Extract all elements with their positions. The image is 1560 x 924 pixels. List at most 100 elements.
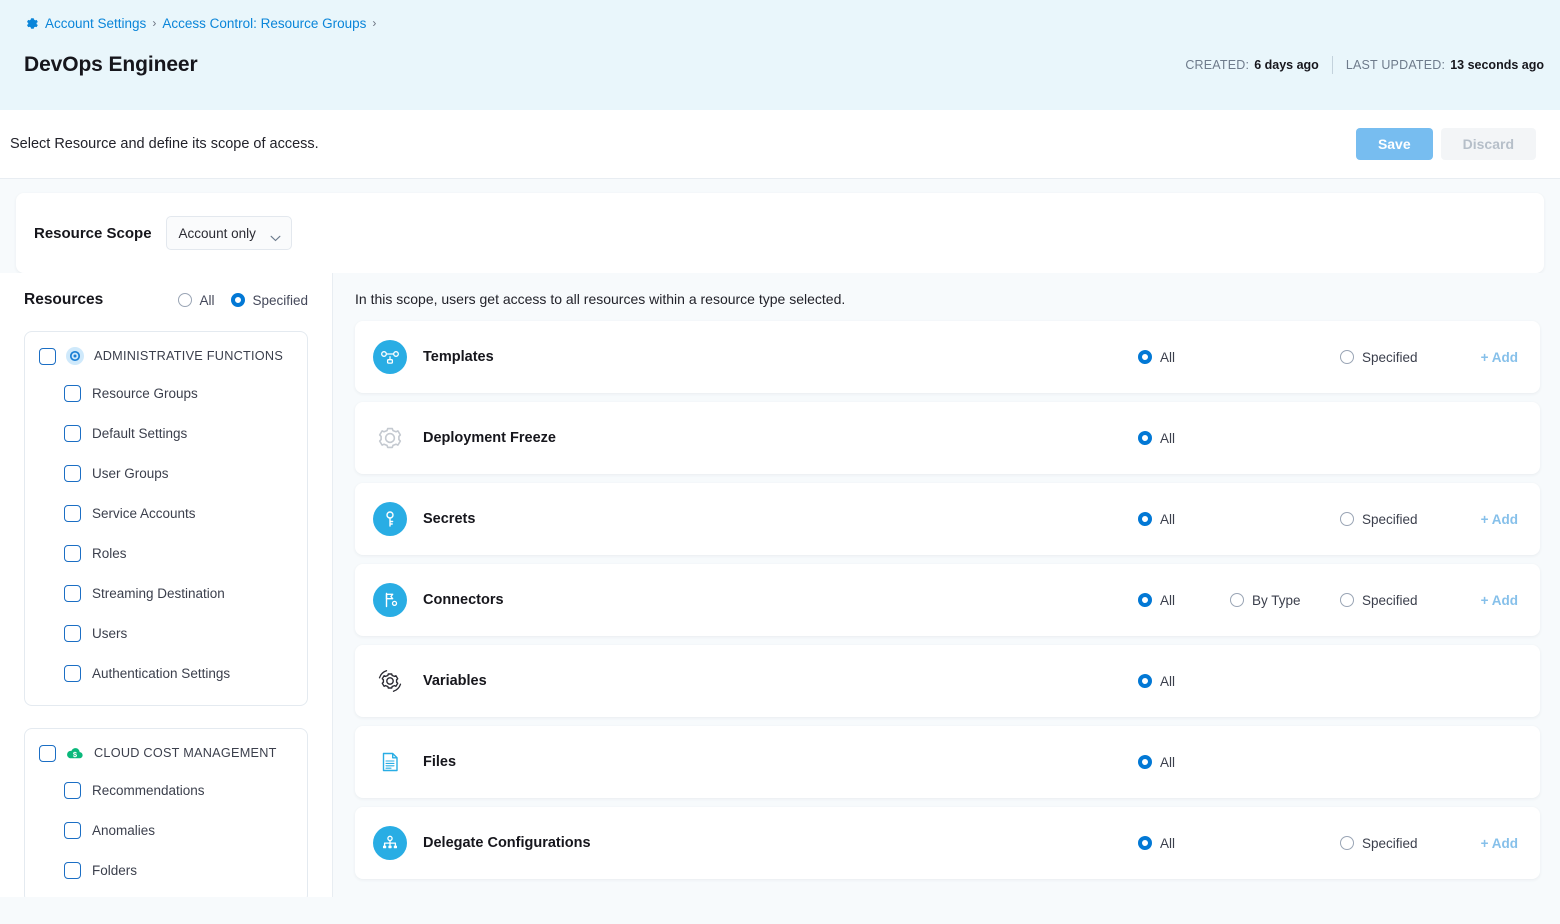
delegate-hierarchy-icon [373, 826, 407, 860]
sidebar-item-resource-groups[interactable]: Resource Groups [39, 373, 293, 413]
option-all[interactable]: All [1138, 350, 1230, 365]
resource-row-deployment-freeze: Deployment Freeze All [355, 402, 1540, 474]
radio-selected-icon[interactable] [1138, 593, 1152, 607]
item-checkbox[interactable] [64, 861, 81, 879]
resource-options: All By Type Specified + Add [1138, 593, 1518, 608]
item-checkbox[interactable] [64, 544, 81, 562]
sidebar-item-streaming-destination[interactable]: Streaming Destination [39, 573, 293, 613]
file-document-icon [373, 745, 407, 779]
page-header: Account Settings › Access Control: Resou… [0, 0, 1560, 110]
resource-scope-label: Resource Scope [34, 224, 152, 242]
item-checkbox[interactable] [64, 781, 81, 799]
resource-name: Deployment Freeze [423, 430, 556, 446]
sidebar-item-recommendations[interactable]: Recommendations [39, 770, 293, 810]
resource-detail-pane: In this scope, users get access to all r… [333, 273, 1560, 897]
group-checkbox[interactable] [39, 744, 56, 762]
resource-group-card: ADMINISTRATIVE FUNCTIONS Resource Groups… [24, 331, 308, 706]
option-all[interactable]: All [1138, 593, 1230, 608]
resource-row-delegate-configurations: Delegate Configurations All Specified + … [355, 807, 1540, 879]
option-all-label: All [1160, 754, 1176, 770]
option-specified[interactable]: Specified [1340, 350, 1462, 365]
group-checkbox[interactable] [39, 347, 56, 365]
option-by-type[interactable]: By Type [1230, 593, 1340, 608]
radio-selected-icon[interactable] [1138, 674, 1152, 688]
option-all[interactable]: All [1138, 431, 1230, 446]
resource-name: Delegate Configurations [423, 835, 591, 851]
option-specified[interactable]: Specified [1340, 593, 1462, 608]
group-label: ADMINISTRATIVE FUNCTIONS [94, 349, 284, 363]
option-by-type-label: By Type [1252, 592, 1301, 608]
resource-name: Files [423, 754, 457, 770]
option-all[interactable]: All [1138, 674, 1230, 689]
sidebar-item-authentication-settings[interactable]: Authentication Settings [39, 653, 293, 693]
sidebar-item-anomalies[interactable]: Anomalies [39, 810, 293, 850]
save-button[interactable]: Save [1355, 128, 1433, 160]
resource-scope-select[interactable]: Account only [165, 216, 292, 250]
resources-mode-all-label: All [199, 292, 215, 308]
option-all-label: All [1160, 592, 1176, 608]
item-label: Anomalies [92, 822, 156, 838]
variables-gear-icon [373, 664, 407, 698]
resource-group-header[interactable]: $ CLOUD COST MANAGEMENT [39, 743, 293, 763]
resource-row-connectors: Connectors All By Type Specified + Add [355, 564, 1540, 636]
option-specified[interactable]: Specified [1340, 836, 1462, 851]
add-button[interactable]: + Add [1480, 349, 1518, 365]
item-label: Authentication Settings [92, 665, 231, 681]
page-title: DevOps Engineer [24, 53, 198, 76]
radio-selected-icon[interactable] [231, 293, 246, 307]
radio-unselected-icon[interactable] [178, 293, 193, 307]
radio-unselected-icon[interactable] [1340, 593, 1354, 607]
sidebar-item-users[interactable]: Users [39, 613, 293, 653]
sidebar-item-default-settings[interactable]: Default Settings [39, 413, 293, 453]
add-button[interactable]: + Add [1480, 592, 1518, 608]
resources-sidebar: Resources All Specified [0, 273, 333, 897]
option-all[interactable]: All [1138, 512, 1230, 527]
sidebar-item-folders[interactable]: Folders [39, 850, 293, 890]
item-checkbox[interactable] [64, 464, 81, 482]
resources-mode-all[interactable]: All [178, 293, 214, 308]
item-checkbox[interactable] [64, 424, 81, 442]
radio-selected-icon[interactable] [1138, 836, 1152, 850]
radio-unselected-icon[interactable] [1340, 350, 1354, 364]
radio-selected-icon[interactable] [1138, 350, 1152, 364]
discard-button[interactable]: Discard [1440, 128, 1536, 160]
resource-group-header[interactable]: ADMINISTRATIVE FUNCTIONS [39, 346, 293, 366]
sidebar-item-roles[interactable]: Roles [39, 533, 293, 573]
item-checkbox[interactable] [64, 504, 81, 522]
item-label: Resource Groups [92, 385, 198, 401]
resource-options: All [1138, 674, 1518, 689]
resource-row-variables: Variables All [355, 645, 1540, 717]
resource-options: All Specified + Add [1138, 512, 1518, 527]
add-button[interactable]: + Add [1480, 835, 1518, 851]
radio-selected-icon[interactable] [1138, 431, 1152, 445]
breadcrumb-item-access-control[interactable]: Access Control: Resource Groups [162, 15, 367, 31]
option-all[interactable]: All [1138, 836, 1230, 851]
item-checkbox[interactable] [64, 584, 81, 602]
radio-unselected-icon[interactable] [1230, 593, 1244, 607]
breadcrumb-item-account-settings[interactable]: Account Settings [45, 15, 147, 31]
item-label: Users [92, 625, 128, 641]
radio-selected-icon[interactable] [1138, 755, 1152, 769]
radio-unselected-icon[interactable] [1340, 512, 1354, 526]
sidebar-item-service-accounts[interactable]: Service Accounts [39, 493, 293, 533]
chevron-down-icon [270, 230, 281, 241]
resources-mode-specified[interactable]: Specified [231, 293, 308, 308]
resource-scope-value: Account only [178, 225, 256, 241]
radio-unselected-icon[interactable] [1340, 836, 1354, 850]
sidebar-item-user-groups[interactable]: User Groups [39, 453, 293, 493]
item-checkbox[interactable] [64, 384, 81, 402]
item-checkbox[interactable] [64, 664, 81, 682]
resource-row-secrets: Secrets All Specified + Add [355, 483, 1540, 555]
radio-selected-icon[interactable] [1138, 512, 1152, 526]
option-specified-label: Specified [1362, 835, 1418, 851]
option-specified[interactable]: Specified [1340, 512, 1462, 527]
item-checkbox[interactable] [64, 821, 81, 839]
item-label: Streaming Destination [92, 585, 225, 601]
add-button[interactable]: + Add [1480, 511, 1518, 527]
option-all[interactable]: All [1138, 755, 1230, 770]
resource-options: All [1138, 755, 1518, 770]
item-checkbox[interactable] [64, 624, 81, 642]
entity-meta: CREATED: 6 days ago LAST UPDATED: 13 sec… [1185, 56, 1544, 74]
resource-name: Connectors [423, 592, 504, 608]
admin-functions-icon [65, 346, 85, 366]
